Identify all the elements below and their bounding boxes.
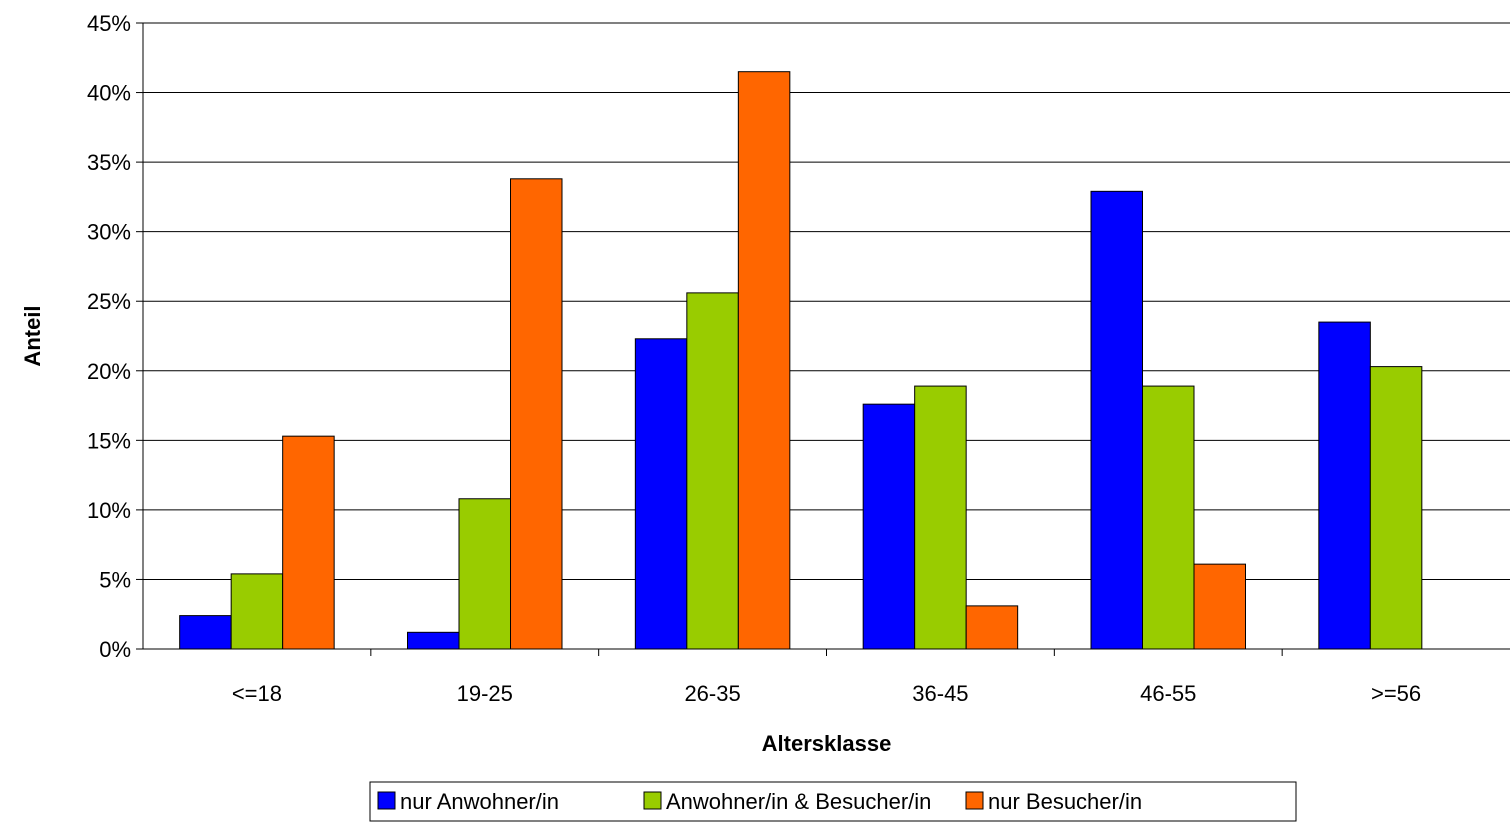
bar (1142, 385, 1195, 650)
x-axis-ticks: <=18 19-25 26-35 36-45 46-55 >=56 (232, 649, 1421, 706)
bar (230, 573, 284, 650)
bar (510, 178, 563, 650)
bar (179, 615, 232, 650)
bar (686, 292, 739, 650)
x-tick-label: >=56 (1371, 681, 1421, 706)
legend-label: Anwohner/in & Besucher/in (666, 789, 931, 814)
bar (1369, 366, 1423, 650)
legend: nur Anwohner/in Anwohner/in & Besucher/in… (369, 781, 1297, 822)
x-tick-label: 36-45 (912, 681, 968, 706)
y-tick-label: 45% (87, 11, 131, 36)
bar (1318, 321, 1371, 650)
gridlines (143, 22, 1510, 580)
y-tick-label: 15% (87, 428, 131, 453)
legend-label: nur Anwohner/in (400, 789, 559, 814)
x-tick-label: 26-35 (684, 681, 740, 706)
y-axis-ticks: 0% 5% 10% 15% 20% 25% 30% 35% 40% 45% (87, 11, 143, 662)
bar (634, 338, 688, 650)
legend-swatch (643, 791, 662, 810)
bar (282, 435, 335, 650)
bar (1193, 563, 1246, 650)
y-tick-label: 30% (87, 220, 131, 245)
y-tick-label: 35% (87, 150, 131, 175)
legend-label: nur Besucher/in (988, 789, 1142, 814)
legend-swatch (377, 791, 396, 810)
legend-box (369, 781, 1297, 822)
x-axis-title: Altersklasse (762, 731, 892, 756)
axes (142, 23, 1510, 650)
bar (914, 385, 967, 650)
y-tick-label: 10% (87, 498, 131, 523)
bars (179, 71, 1423, 650)
bar (862, 403, 916, 650)
y-axis-title: Anteil (20, 305, 45, 366)
y-tick-label: 20% (87, 359, 131, 384)
bar (458, 498, 511, 650)
x-tick-label: 46-55 (1140, 681, 1196, 706)
bar (965, 605, 1019, 650)
x-tick-label: 19-25 (457, 681, 513, 706)
bar (737, 71, 791, 650)
y-tick-label: 0% (99, 637, 131, 662)
bar (1090, 190, 1143, 650)
y-tick-label: 5% (99, 567, 131, 592)
legend-swatch (965, 791, 984, 810)
y-tick-label: 40% (87, 81, 131, 106)
x-tick-label: <=18 (232, 681, 282, 706)
bar (407, 631, 460, 650)
y-tick-label: 25% (87, 289, 131, 314)
